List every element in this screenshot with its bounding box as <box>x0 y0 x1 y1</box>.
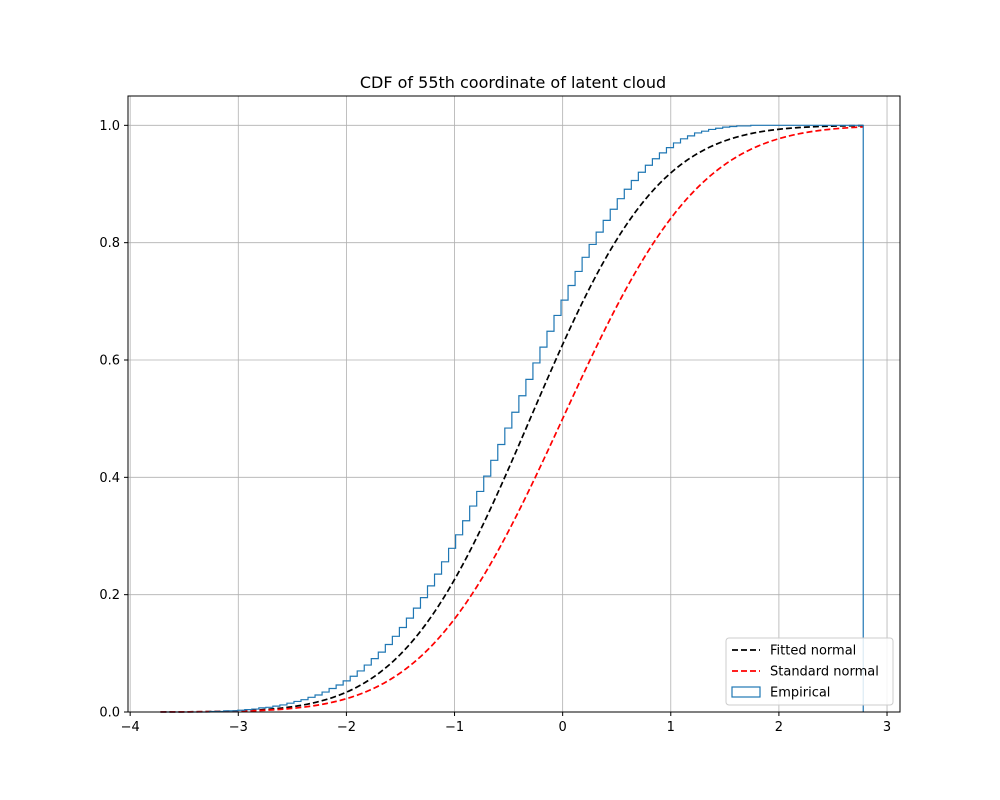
x-tick-label: 1 <box>667 720 675 735</box>
x-tick-label: −1 <box>445 720 464 735</box>
x-tick-label: 3 <box>883 720 891 735</box>
x-tick-label: −2 <box>337 720 356 735</box>
legend-swatch-empirical <box>731 686 761 698</box>
plot-area <box>160 124 864 713</box>
y-tick-label: 0.6 <box>99 354 120 369</box>
x-axis: −4 −3 −2 −1 0 1 2 3 <box>121 712 891 735</box>
axes-frame <box>127 95 901 713</box>
legend-box <box>725 637 894 706</box>
y-tick-label: 0.2 <box>99 588 120 603</box>
series-empirical-step <box>160 124 864 713</box>
legend-label: Fitted normal <box>770 644 856 659</box>
x-tick-label: 2 <box>775 720 783 735</box>
series-fitted-normal-line <box>160 124 864 713</box>
x-tick-label: −4 <box>121 720 140 735</box>
y-tick-label: 0.0 <box>99 706 120 721</box>
y-tick-label: 0.4 <box>99 471 120 486</box>
legend-label: Standard normal <box>770 665 879 680</box>
x-tick-label: 0 <box>559 720 567 735</box>
series-standard-normal-line <box>160 126 864 713</box>
y-tick-label: 1.0 <box>99 119 120 134</box>
x-tick-label: −3 <box>229 720 248 735</box>
legend: Fitted normal Standard normal Empirical <box>725 637 894 706</box>
legend-label: Empirical <box>770 686 830 701</box>
y-axis: 0.0 0.2 0.4 0.6 0.8 1.0 <box>99 119 128 721</box>
y-tick-label: 0.8 <box>99 236 120 251</box>
chart-title: CDF of 55th coordinate of latent cloud <box>360 73 666 92</box>
